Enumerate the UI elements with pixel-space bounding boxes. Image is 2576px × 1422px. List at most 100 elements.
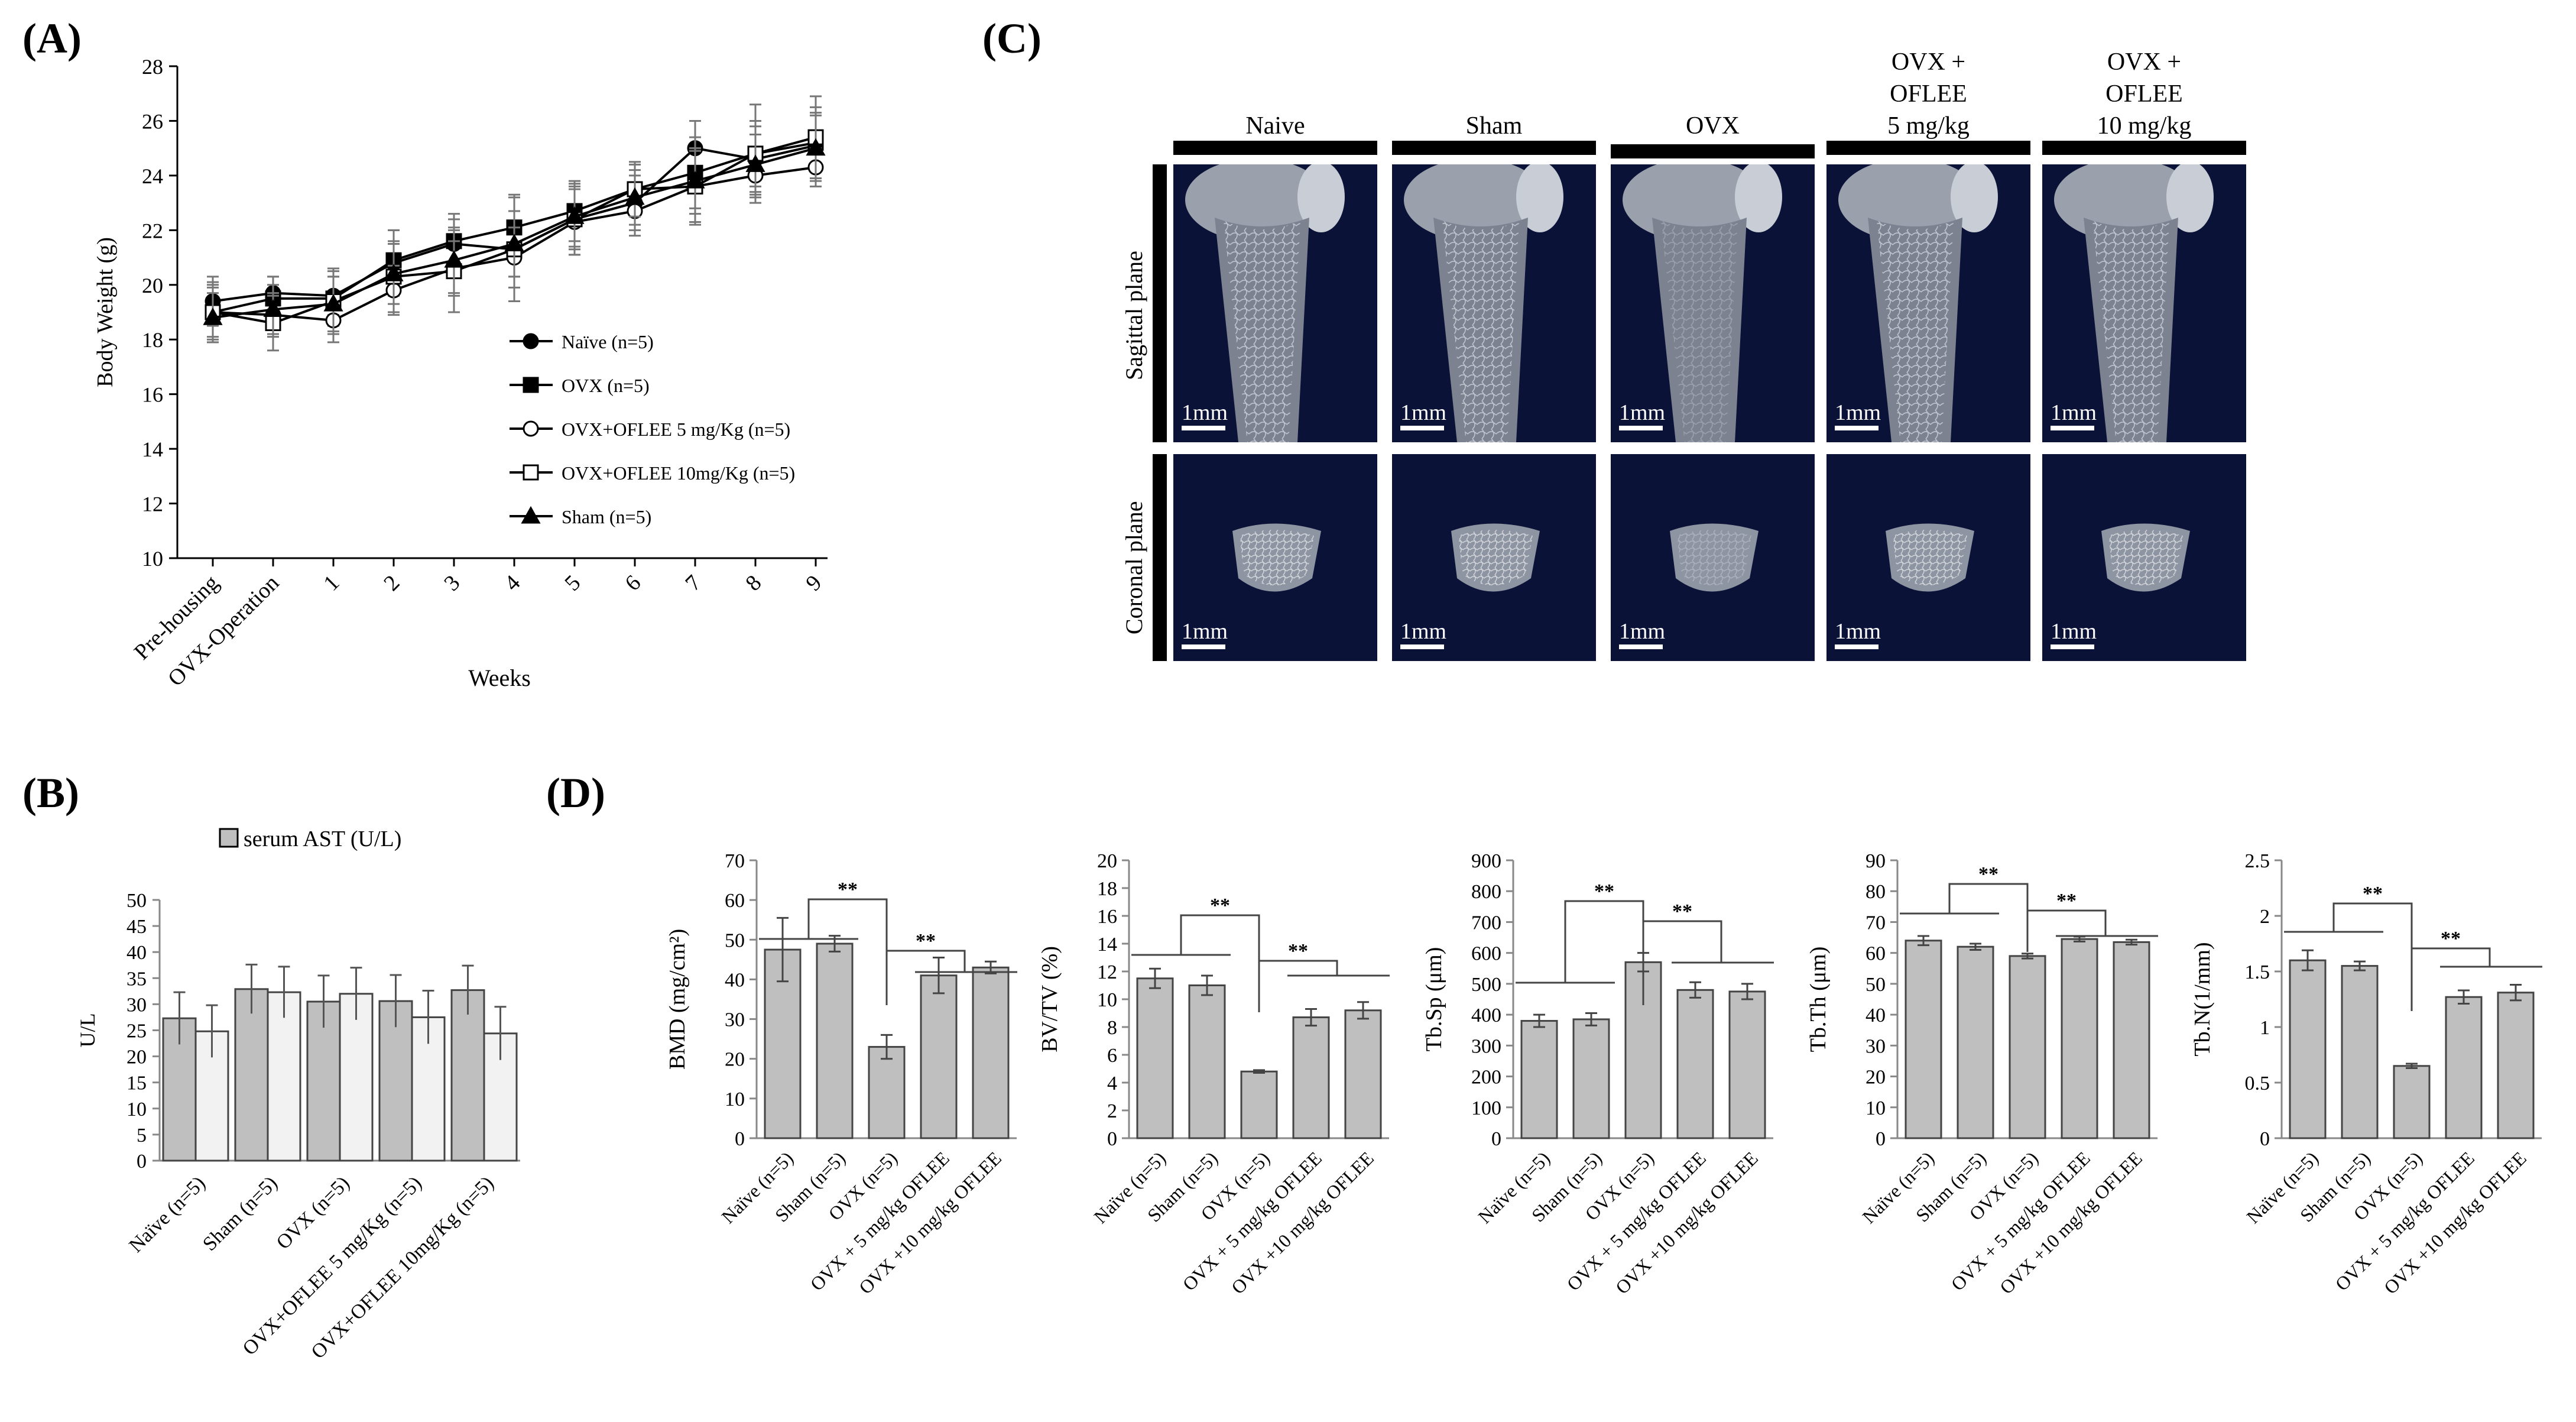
y-tick-label: 16 <box>142 383 163 407</box>
y-tick-label: 10 <box>126 1099 147 1120</box>
data-point <box>203 307 223 325</box>
y-tick-label: 30 <box>1866 1035 1886 1057</box>
legend-label: serum AST (U/L) <box>244 827 401 851</box>
data-point <box>323 294 343 312</box>
y-tick-label: 0 <box>1876 1128 1886 1150</box>
data-point <box>263 299 283 317</box>
y-tick-label: 90 <box>1866 850 1886 872</box>
bar <box>450 989 485 1162</box>
scale-bar <box>1835 426 1879 430</box>
coronal-scan-ovx: 1mm <box>1611 454 1815 661</box>
bar <box>2341 965 2379 1139</box>
legend-marker <box>523 420 539 437</box>
bar <box>1572 1018 1610 1139</box>
bar <box>920 974 958 1139</box>
y-tick-label: 10 <box>142 547 163 571</box>
sagittal-scan-ovx-oflee-5-mg-kg: 1mm <box>1826 164 2030 442</box>
y-tick-label: 2 <box>2260 906 2270 928</box>
y-tick-label: 40 <box>1866 1005 1886 1026</box>
column-header-bar <box>2042 141 2246 155</box>
y-tick-label: 14 <box>1097 934 1117 955</box>
legend-swatch <box>219 828 239 848</box>
y-tick-label: 700 <box>1471 912 1501 934</box>
y-tick-label: 30 <box>126 994 147 1016</box>
column-header-bar <box>1392 141 1596 155</box>
data-point <box>384 264 404 281</box>
y-axis-title: Tb.N(1/mm) <box>2190 942 2215 1056</box>
x-tick-label: Naïve (n=5) <box>125 1172 209 1256</box>
sagittal-scan-ovx: 1mm <box>1611 164 1815 442</box>
scale-bar-label: 1mm <box>1619 400 1666 425</box>
femur-sagittal-illustration <box>1623 164 1782 442</box>
significance-label: ** <box>1672 901 1692 922</box>
coronal-scan-ovx-oflee-5-mg-kg: 1mm <box>1826 454 2030 661</box>
column-label-naive: Naive <box>1245 112 1305 140</box>
coronal-scan-ovx-oflee-10-mg-kg: 1mm <box>2042 454 2246 661</box>
y-tick-label: 0 <box>137 1151 147 1172</box>
bar <box>868 1046 906 1139</box>
scale-bar-label: 1mm <box>1835 400 1881 425</box>
legend-label: Naïve (n=5) <box>562 331 654 352</box>
femur-sagittal-illustration <box>1185 164 1345 442</box>
bar <box>2393 1065 2431 1139</box>
legend-label: OVX+OFLEE 10mg/Kg (n=5) <box>562 462 795 484</box>
y-tick-label: 2.5 <box>2245 850 2270 872</box>
bar <box>2113 941 2150 1139</box>
y-tick-label: 0 <box>2260 1128 2270 1150</box>
scale-bar <box>1182 644 1225 649</box>
x-tick-label: 4 <box>499 571 525 596</box>
y-tick-label: 1.5 <box>2245 961 2270 983</box>
y-tick-label: 600 <box>1471 943 1501 965</box>
sagittal-scan-naive: 1mm <box>1173 164 1377 442</box>
significance-label: ** <box>1210 895 1230 916</box>
femur-sagittal-illustration <box>2054 164 2214 442</box>
y-tick-label: 70 <box>1866 912 1886 934</box>
micro-ct-image-grid: Naive Sham OVX OVX + OFLEE 5 mg/kg OVX + OFLEE 1… <box>1121 35 2554 662</box>
bar <box>1136 977 1174 1139</box>
y-tick-label: 20 <box>1097 850 1117 872</box>
femur-coronal-illustration <box>1232 523 1321 592</box>
data-point <box>444 250 464 268</box>
x-tick-label: 6 <box>620 571 645 596</box>
bracket-line <box>885 950 1017 1005</box>
y-tick-label: 15 <box>126 1073 147 1094</box>
column-label-ovx-oflee-10-mg-kg: OVX + OFLEE 10 mg/kg <box>2097 48 2192 140</box>
bar <box>2289 959 2327 1139</box>
data-point <box>564 206 585 224</box>
scale-bar <box>2051 644 2094 649</box>
significance-brackets: ** ** <box>2284 883 2542 1011</box>
row-label-coronal-plane: Coronal plane <box>1121 501 1147 635</box>
scale-bar <box>1619 426 1663 430</box>
row-side-bar <box>1153 454 1167 661</box>
legend-marker <box>523 377 539 393</box>
sagittal-scan-sham: 1mm <box>1392 164 1596 442</box>
bar <box>1957 945 1994 1139</box>
bracket-line <box>2026 909 2158 937</box>
bar <box>378 1000 413 1162</box>
femur-coronal-illustration <box>2101 523 2190 592</box>
x-tick-label: 5 <box>560 571 585 596</box>
bar <box>1905 940 1942 1139</box>
significance-label: ** <box>838 879 858 901</box>
column-header-bar <box>1826 141 2030 155</box>
panel-label-d: (D) <box>546 769 605 817</box>
y-tick-label: 45 <box>126 916 147 938</box>
y-tick-label: 20 <box>126 1047 147 1068</box>
legend-label: Sham (n=5) <box>562 506 651 527</box>
y-tick-label: 4 <box>1107 1073 1117 1094</box>
scale-bar-label: 1mm <box>1835 619 1881 644</box>
y-tick-label: 70 <box>725 850 745 872</box>
y-tick-label: 800 <box>1471 881 1501 903</box>
femur-coronal-illustration <box>1886 523 1974 592</box>
scale-bar <box>1400 426 1444 430</box>
bar <box>1520 1020 1558 1139</box>
x-tick-label: 3 <box>439 571 465 596</box>
scale-bar-label: 1mm <box>1400 400 1447 425</box>
y-axis-title: Tb.Sp (μm) <box>1422 947 1446 1052</box>
y-tick-label: 6 <box>1107 1045 1117 1067</box>
data-point <box>685 171 705 189</box>
tb-n-bar-chart: 00.511.522.5Tb.N(1/mm)Naïve (n=5)Sham (n… <box>2190 850 2542 1298</box>
bar <box>2061 938 2098 1139</box>
